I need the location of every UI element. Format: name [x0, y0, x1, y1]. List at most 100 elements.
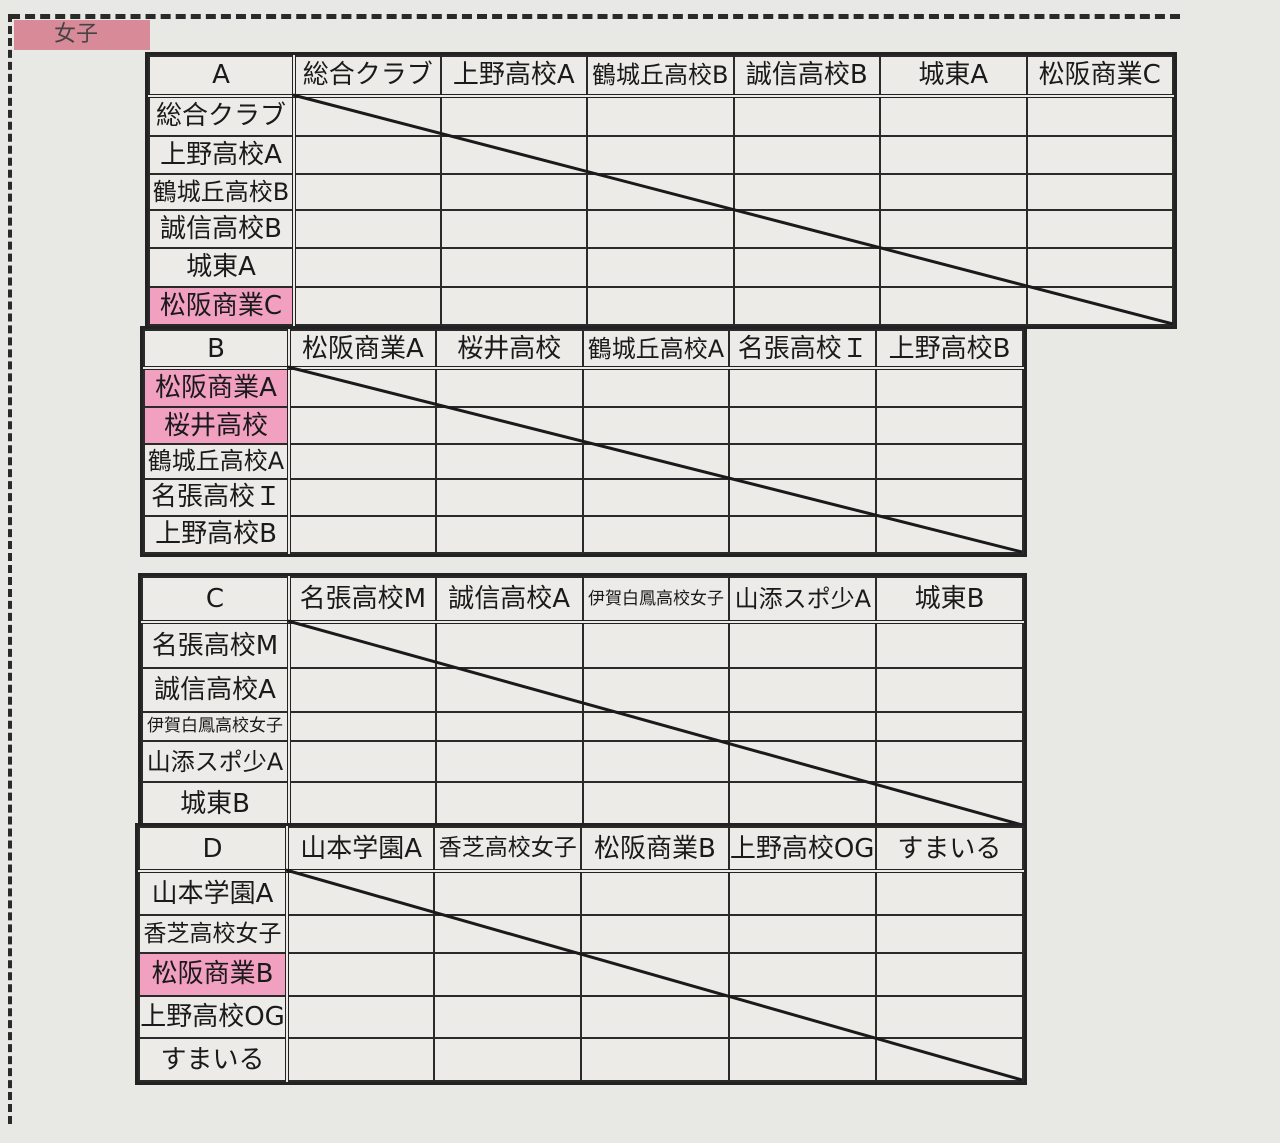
match-cell[interactable] — [439, 247, 588, 288]
match-cell[interactable] — [285, 1037, 436, 1082]
match-cell[interactable] — [581, 367, 731, 408]
match-cell[interactable] — [1025, 208, 1174, 250]
match-cell[interactable] — [580, 1037, 730, 1082]
match-cell[interactable] — [875, 666, 1024, 713]
match-cell[interactable] — [732, 94, 881, 137]
match-cell[interactable] — [732, 173, 881, 211]
match-cell[interactable] — [293, 134, 442, 176]
match-cell[interactable] — [732, 247, 881, 288]
match-cell[interactable] — [727, 914, 877, 955]
match-cell[interactable] — [288, 477, 437, 517]
match-cell[interactable] — [727, 1037, 877, 1082]
match-cell-self — [586, 173, 735, 211]
match-cell[interactable] — [581, 477, 731, 517]
match-cell[interactable] — [727, 952, 877, 997]
match-cell[interactable] — [879, 134, 1028, 176]
match-cell[interactable] — [879, 94, 1028, 137]
match-cell[interactable] — [875, 740, 1024, 784]
match-cell[interactable] — [879, 285, 1028, 327]
match-cell[interactable] — [434, 710, 584, 743]
match-cell[interactable] — [728, 367, 878, 408]
match-cell[interactable] — [728, 710, 878, 743]
match-cell[interactable] — [439, 94, 588, 137]
match-cell[interactable] — [728, 621, 878, 669]
match-cell[interactable] — [285, 914, 436, 955]
match-cell[interactable] — [875, 477, 1024, 517]
match-cell[interactable] — [293, 173, 442, 211]
match-cell[interactable] — [580, 914, 730, 955]
match-cell[interactable] — [288, 666, 437, 713]
match-cell[interactable] — [293, 208, 442, 250]
match-cell[interactable] — [586, 247, 735, 288]
match-cell[interactable] — [728, 666, 878, 713]
match-cell[interactable] — [1025, 134, 1174, 176]
match-cell[interactable] — [879, 208, 1028, 250]
match-cell[interactable] — [434, 621, 584, 669]
match-cell[interactable] — [875, 710, 1024, 743]
match-cell[interactable] — [728, 443, 878, 480]
match-cell[interactable] — [288, 781, 437, 827]
column-header-team: 伊賀白鳳高校女子 — [581, 575, 731, 625]
match-cell[interactable] — [434, 443, 584, 480]
column-header-team: 松阪商業A — [288, 328, 437, 371]
match-cell[interactable] — [581, 405, 731, 446]
match-cell[interactable] — [434, 740, 584, 784]
match-cell[interactable] — [727, 870, 877, 917]
match-cell[interactable] — [875, 443, 1024, 480]
match-cell[interactable] — [433, 1037, 583, 1082]
match-cell[interactable] — [293, 247, 442, 288]
match-cell[interactable] — [1025, 247, 1174, 288]
match-cell[interactable] — [586, 94, 735, 137]
match-cell[interactable] — [439, 285, 588, 327]
row-header-team: 上野高校A — [148, 134, 296, 176]
match-cell[interactable] — [874, 870, 1025, 917]
match-cell[interactable] — [728, 405, 878, 446]
match-cell-self — [728, 477, 878, 517]
match-cell[interactable] — [288, 514, 437, 555]
match-cell[interactable] — [580, 994, 730, 1040]
match-cell[interactable] — [874, 994, 1025, 1040]
match-cell[interactable] — [288, 710, 437, 743]
column-header-team: 上野高校OG — [727, 825, 877, 874]
match-cell[interactable] — [581, 781, 731, 827]
match-cell[interactable] — [285, 994, 436, 1040]
match-cell[interactable] — [293, 285, 442, 327]
match-cell[interactable] — [586, 134, 735, 176]
match-cell[interactable] — [732, 285, 881, 327]
row-header-team: すまいる — [138, 1037, 289, 1082]
match-cell[interactable] — [874, 914, 1025, 955]
match-cell[interactable] — [439, 208, 588, 250]
match-cell[interactable] — [875, 367, 1024, 408]
match-cell[interactable] — [434, 367, 584, 408]
match-cell[interactable] — [285, 952, 436, 997]
match-cell[interactable] — [434, 514, 584, 555]
match-cell[interactable] — [439, 173, 588, 211]
match-cell[interactable] — [728, 514, 878, 555]
match-cell[interactable] — [581, 666, 731, 713]
match-cell[interactable] — [879, 173, 1028, 211]
match-cell[interactable] — [434, 781, 584, 827]
match-cell[interactable] — [433, 870, 583, 917]
match-cell[interactable] — [586, 208, 735, 250]
match-cell[interactable] — [581, 621, 731, 669]
match-cell[interactable] — [288, 405, 437, 446]
match-cell[interactable] — [874, 952, 1025, 997]
match-cell[interactable] — [433, 994, 583, 1040]
match-cell[interactable] — [288, 443, 437, 480]
match-cell[interactable] — [581, 740, 731, 784]
row-header-team: 松阪商業B — [138, 952, 289, 997]
match-cell[interactable] — [433, 952, 583, 997]
match-cell[interactable] — [580, 870, 730, 917]
match-cell[interactable] — [732, 134, 881, 176]
match-cell[interactable] — [586, 285, 735, 327]
match-cell[interactable] — [728, 781, 878, 827]
match-cell[interactable] — [875, 405, 1024, 446]
match-cell[interactable] — [875, 621, 1024, 669]
match-cell[interactable] — [581, 514, 731, 555]
match-cell[interactable] — [1025, 94, 1174, 137]
match-cell[interactable] — [288, 740, 437, 784]
table-row: 城東B — [141, 781, 1024, 827]
match-cell[interactable] — [1025, 173, 1174, 211]
column-header-team: 誠信高校A — [434, 575, 584, 625]
match-cell[interactable] — [434, 477, 584, 517]
